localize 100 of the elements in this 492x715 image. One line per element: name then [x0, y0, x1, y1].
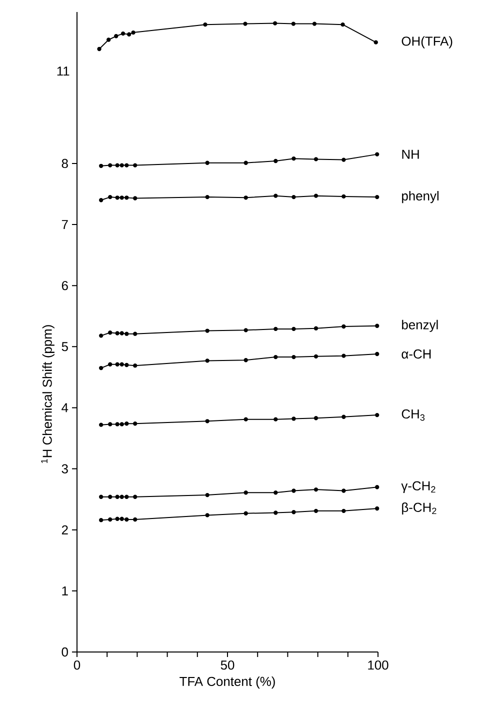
- point: [120, 494, 124, 499]
- point: [120, 362, 124, 366]
- point: [292, 416, 296, 421]
- point: [375, 506, 380, 511]
- point: [314, 326, 318, 330]
- y-tick-label: 3: [62, 464, 68, 474]
- point: [274, 510, 278, 515]
- point: [312, 22, 317, 26]
- point: [272, 21, 278, 26]
- point: [120, 516, 124, 521]
- point: [120, 331, 124, 336]
- point: [292, 194, 296, 200]
- series-label: CH$_{3}$: [402, 409, 425, 421]
- point: [108, 362, 112, 366]
- point: [292, 326, 296, 332]
- point: [292, 510, 296, 514]
- point: [133, 332, 138, 336]
- point: [124, 494, 129, 499]
- series-label: α-CH: [402, 349, 431, 359]
- point: [98, 198, 104, 202]
- y-tick-label: 0: [62, 647, 68, 657]
- point: [244, 328, 248, 332]
- point: [124, 196, 129, 200]
- point: [98, 366, 104, 370]
- point: [120, 422, 124, 426]
- point: [108, 517, 112, 522]
- point: [342, 508, 346, 514]
- point: [342, 354, 346, 358]
- point: [98, 518, 104, 522]
- x-tick-label: 0: [74, 660, 80, 670]
- point: [314, 508, 318, 514]
- point: [124, 332, 129, 336]
- point: [375, 324, 380, 328]
- point: [314, 487, 318, 492]
- point: [342, 194, 346, 199]
- point: [314, 416, 318, 420]
- point: [108, 330, 112, 335]
- point: [375, 352, 380, 356]
- y-tick-label: 7: [62, 220, 68, 229]
- y-axis-title: $^{1}$H Chemical Shift (ppm): [41, 325, 54, 464]
- point: [340, 22, 345, 27]
- point: [97, 46, 102, 52]
- y-tick-label: 5: [62, 342, 68, 352]
- point: [124, 362, 129, 368]
- point: [115, 494, 120, 499]
- point: [131, 30, 136, 35]
- point: [106, 38, 111, 42]
- point: [133, 196, 138, 200]
- point: [205, 492, 210, 498]
- point: [115, 331, 120, 336]
- point: [115, 362, 120, 366]
- point: [292, 354, 296, 360]
- point: [274, 490, 278, 495]
- point: [342, 158, 346, 162]
- series-label: NH: [402, 150, 419, 159]
- series-label: phenyl: [402, 191, 438, 204]
- y-tick-label: 4: [62, 403, 68, 412]
- point: [292, 488, 296, 493]
- point: [342, 488, 346, 493]
- point: [205, 194, 210, 200]
- point: [203, 22, 208, 27]
- point: [98, 422, 104, 427]
- point: [244, 417, 248, 422]
- point: [274, 194, 278, 198]
- point: [274, 354, 278, 360]
- y-tick-label: 1: [62, 586, 68, 596]
- point: [108, 163, 112, 168]
- point: [98, 334, 104, 338]
- point: [244, 160, 248, 165]
- point: [115, 163, 120, 168]
- point: [205, 419, 210, 424]
- point: [375, 152, 380, 156]
- point: [98, 494, 104, 499]
- x-tick-label: 100: [368, 660, 388, 670]
- point: [342, 324, 346, 329]
- point: [133, 163, 138, 168]
- point: [108, 494, 112, 499]
- y-tick-label: 2: [62, 525, 68, 534]
- point: [108, 194, 112, 200]
- point: [124, 422, 129, 426]
- series-label: OH(TFA): [402, 36, 452, 48]
- point: [314, 157, 318, 162]
- point: [292, 156, 296, 161]
- point: [342, 414, 346, 419]
- point: [375, 194, 380, 200]
- text: 11: [57, 66, 70, 76]
- point: [133, 517, 138, 522]
- point: [205, 358, 210, 363]
- point: [291, 22, 296, 26]
- series-label: β-CH$_{2}$: [402, 502, 436, 515]
- y-tick-label: 6: [62, 281, 68, 290]
- point: [374, 40, 378, 44]
- point: [124, 163, 129, 168]
- point: [126, 32, 132, 36]
- point: [114, 34, 118, 38]
- point: [133, 363, 138, 368]
- point: [314, 354, 318, 359]
- point: [120, 31, 126, 36]
- point: [243, 22, 248, 26]
- point: [115, 516, 120, 521]
